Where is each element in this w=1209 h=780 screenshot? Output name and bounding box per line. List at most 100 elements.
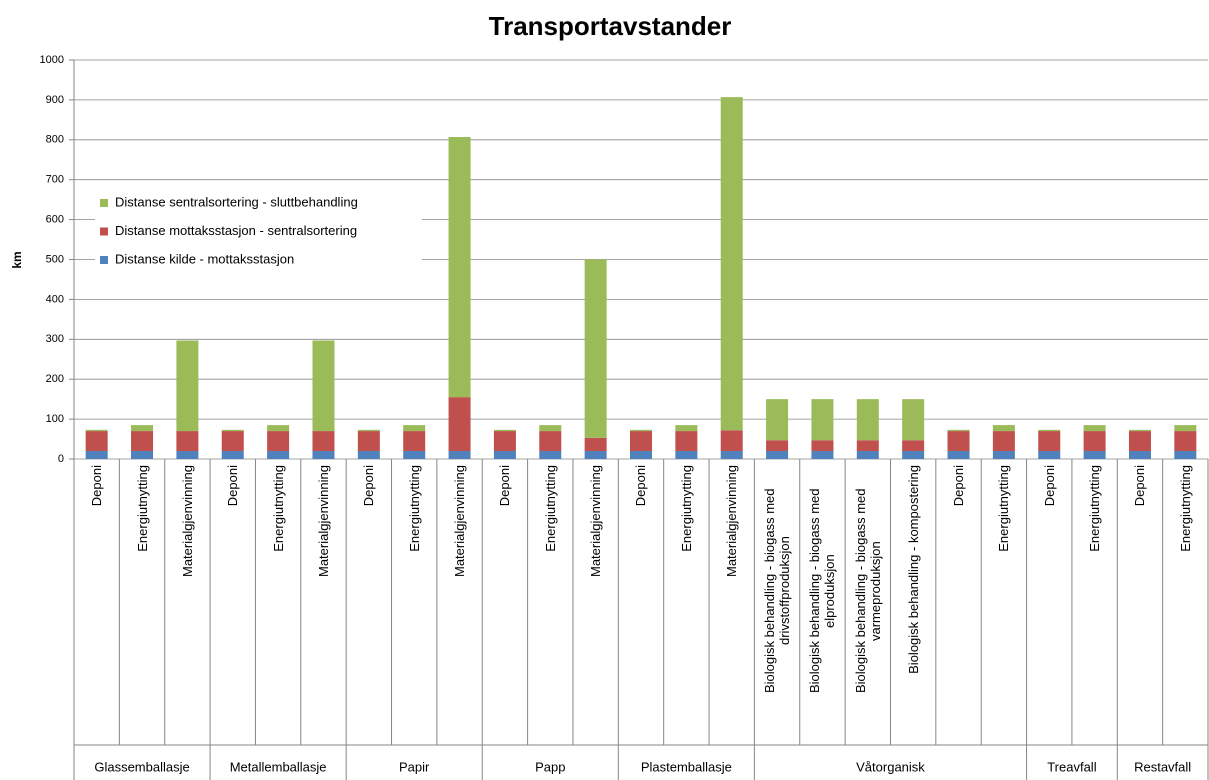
- x-tick-label-wrap: Deponi: [482, 465, 527, 740]
- bar-segment: [720, 451, 743, 459]
- bar-segment: [1038, 431, 1061, 452]
- bar-segment: [630, 451, 652, 459]
- bar-segment: [357, 431, 380, 452]
- x-tick-label-box: Materialgjenvinning: [709, 465, 754, 740]
- x-tick-label: Biologisk behandling - biogass med varme…: [852, 488, 883, 694]
- bar-segment: [221, 431, 244, 452]
- x-tick-label-wrap: Biologisk behandling - biogass med elpro…: [800, 465, 845, 740]
- x-tick-label-box: Energiutnytting: [1087, 465, 1103, 552]
- x-tick-label-box: Materialgjenvinning: [180, 465, 195, 577]
- legend-label: Distanse mottaksstasjon - sentralsorteri…: [115, 223, 357, 238]
- group-label: Treavfall: [1047, 759, 1096, 774]
- bar-segment: [357, 451, 380, 459]
- group-label: Restavfall: [1134, 759, 1191, 774]
- bar-segment: [584, 437, 607, 452]
- x-tick-label-wrap: Energiutnytting: [664, 465, 709, 740]
- bar-segment: [630, 431, 652, 452]
- bar-segment: [131, 431, 154, 452]
- y-tick-label: 100: [46, 413, 64, 425]
- x-tick-label-wrap: Biologisk behandling - biogass med varme…: [845, 465, 890, 740]
- bar-segment: [85, 451, 108, 459]
- bar-segment: [947, 431, 970, 452]
- bar-segment: [539, 425, 562, 432]
- bar-segment: [811, 440, 834, 452]
- x-tick-label-wrap: Materialgjenvinning: [709, 465, 754, 740]
- bar-segment: [766, 451, 789, 459]
- legend-box: [95, 190, 422, 274]
- x-tick-label-box: Biologisk behandling - biogass med drivs…: [762, 489, 792, 694]
- legend-swatch: [100, 227, 108, 236]
- x-tick-label-wrap: Materialgjenvinning: [301, 465, 346, 740]
- bar-segment: [720, 430, 743, 452]
- bar-segment: [1174, 431, 1197, 452]
- bar-segment: [493, 431, 516, 452]
- x-tick-label-wrap: Biologisk behandling - kompostering: [890, 465, 935, 740]
- bar-segment: [1128, 451, 1151, 459]
- bar-segment: [902, 399, 925, 441]
- bar-segment: [675, 451, 698, 459]
- bar-segment: [947, 429, 970, 432]
- bar-segment: [720, 97, 743, 431]
- bar-segment: [539, 451, 562, 459]
- x-tick-label: Deponi: [225, 465, 241, 507]
- x-tick-label: Deponi: [89, 465, 105, 507]
- group-label: Metallemballasje: [230, 759, 327, 774]
- y-tick-label: 500: [46, 253, 64, 265]
- bar-segment: [1038, 451, 1061, 459]
- x-tick-label-wrap: Energiutnytting: [528, 465, 573, 740]
- x-tick-label: Energiutnytting: [996, 465, 1012, 552]
- x-tick-label-wrap: Energiutnytting: [1163, 465, 1208, 740]
- bar-segment: [902, 451, 925, 459]
- x-tick-label: Materialgjenvinning: [588, 465, 604, 578]
- group-label: Papir: [399, 759, 430, 774]
- bar-segment: [992, 431, 1015, 452]
- x-tick-label-box: Energiutnytting: [981, 465, 1026, 740]
- x-tick-label-box: Energiutnytting: [271, 465, 286, 552]
- x-tick-label-box: Deponi: [618, 465, 663, 740]
- y-tick-label: 900: [46, 94, 64, 106]
- bar-segment: [539, 431, 562, 452]
- bar-segment: [312, 451, 335, 459]
- bar-segment: [992, 425, 1015, 432]
- x-tick-label: Energiutnytting: [678, 465, 694, 552]
- bar-segment: [403, 425, 426, 432]
- bar-segment: [403, 451, 426, 459]
- y-tick-label: 600: [46, 214, 64, 226]
- x-tick-label: Materialgjenvinning: [315, 465, 331, 578]
- bar-segment: [1083, 451, 1106, 459]
- bar-segment: [85, 431, 108, 452]
- bar-segment: [630, 429, 652, 432]
- x-tick-label-wrap: Energiutnytting: [981, 465, 1026, 740]
- y-tick-label: 400: [46, 293, 64, 305]
- x-tick-label-wrap: Deponi: [346, 465, 391, 740]
- bar-segment: [448, 137, 471, 398]
- x-tick-label-wrap: Deponi: [74, 465, 119, 740]
- x-tick-label-wrap: Deponi: [1117, 465, 1162, 740]
- x-tick-label-wrap: Deponi: [618, 465, 663, 740]
- bar-segment: [176, 340, 199, 432]
- x-tick-label-box: Energiutnytting: [135, 465, 150, 552]
- x-tick-label-wrap: Deponi: [1027, 465, 1072, 740]
- x-tick-label: Deponi: [1132, 465, 1148, 507]
- x-tick-label-wrap: Materialgjenvinning: [437, 465, 482, 740]
- x-tick-label-wrap: Materialgjenvinning: [573, 465, 618, 740]
- bar-segment: [811, 399, 834, 441]
- x-tick-label: Biologisk behandling - kompostering: [905, 465, 921, 674]
- x-tick-label: Materialgjenvinning: [724, 465, 740, 578]
- bar-segment: [902, 440, 925, 452]
- bar-segment: [493, 429, 516, 432]
- y-tick-label: 0: [58, 453, 64, 465]
- bar-segment: [221, 451, 244, 459]
- x-tick-label: Energiutnytting: [1177, 465, 1193, 552]
- bar-segment: [1128, 431, 1151, 452]
- x-tick-label-box: Deponi: [1027, 465, 1072, 740]
- x-tick-label: Energiutnytting: [1087, 465, 1103, 552]
- x-tick-label-box: Biologisk behandling - biogass med elpro…: [800, 465, 845, 740]
- y-axis-label: km: [10, 251, 24, 268]
- x-tick-label-box: Energiutnytting: [407, 465, 422, 552]
- group-label: Plastemballasje: [641, 759, 732, 774]
- bar-segment: [766, 440, 789, 452]
- bar-segment: [856, 451, 879, 459]
- y-tick-label: 700: [46, 174, 64, 186]
- chart-title: Transportavstander: [489, 11, 732, 41]
